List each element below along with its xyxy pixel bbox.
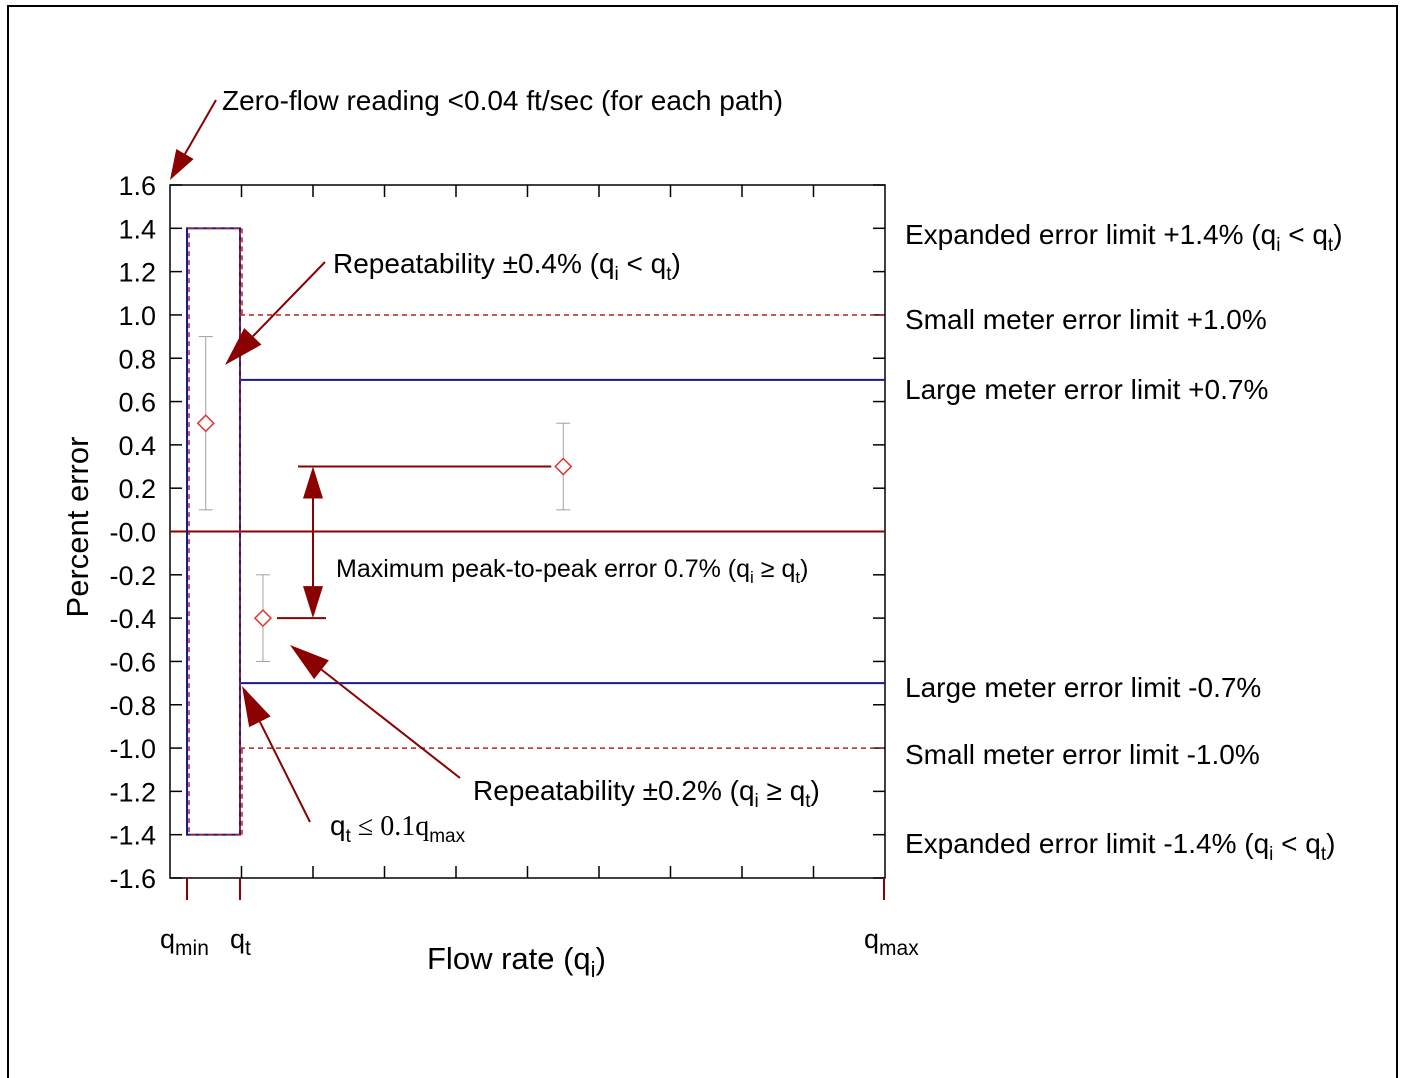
y-tick-label: 1.4 <box>118 214 156 244</box>
y-tick-labels: 1.6 1.4 1.2 1.0 0.8 0.6 0.4 0.2 -0.0 -0.2 -0.4 -0.6… <box>109 171 156 894</box>
arrow-zero-flow-shaft <box>184 99 217 155</box>
label-large-negative: Large meter error limit -0.7% <box>905 672 1261 703</box>
y-tick-label: -0.2 <box>109 561 156 591</box>
data-points <box>196 336 573 662</box>
label-small-positive: Small meter error limit +1.0% <box>905 304 1267 335</box>
y-tick-label: 0.8 <box>118 344 156 374</box>
y-tick-label: -0.6 <box>109 647 156 677</box>
x-tick-label-qmin: qmin <box>160 924 209 960</box>
x-axis-label: Flow rate (qi) <box>427 941 606 982</box>
annotation-arrows <box>170 99 461 823</box>
arrow-repeatability-high-shaft <box>320 668 461 779</box>
x-tick-label-qt: qt <box>230 924 251 960</box>
y-tick-label: 0.6 <box>118 388 156 418</box>
axis-ticks <box>170 184 885 879</box>
annotation-repeatability-low: Repeatability ±0.4% (qi < qt) <box>333 248 681 285</box>
figure-border <box>7 5 1398 1078</box>
label-expanded-negative: Expanded error limit -1.4% (qi < qt) <box>905 828 1335 865</box>
expanded-error-box-dash <box>188 227 241 836</box>
data-point-0 <box>196 414 215 433</box>
y-tick-label: -1.4 <box>109 821 156 851</box>
label-small-negative: Small meter error limit -1.0% <box>905 739 1260 770</box>
x-tick-label-qmax: qmax <box>864 924 919 960</box>
annotation-zero-flow: Zero-flow reading <0.04 ft/sec (for each… <box>222 85 783 116</box>
peak-to-peak-arrowhead-top <box>303 466 323 499</box>
y-tick-label: 0.2 <box>118 474 156 504</box>
y-tick-label: -0.4 <box>109 604 156 634</box>
annotation-repeatability-high: Repeatability ±0.2% (qi ≥ qt) <box>473 775 820 812</box>
y-tick-label: -0.8 <box>109 691 156 721</box>
label-expanded-positive: Expanded error limit +1.4% (qi < qt) <box>905 219 1343 256</box>
arrow-repeatability-low-head <box>225 327 262 365</box>
annotation-peak-to-peak: Maximum peak-to-peak error 0.7% (qi ≥ qt… <box>336 555 808 587</box>
arrow-qt-condition-shaft <box>258 721 311 823</box>
y-tick-label: -1.2 <box>109 777 156 807</box>
y-tick-label: -0.0 <box>109 518 156 548</box>
y-tick-label: 1.6 <box>118 171 156 201</box>
data-point-1 <box>554 457 573 476</box>
y-tick-label: -1.0 <box>109 734 156 764</box>
y-tick-label: 1.0 <box>118 301 156 331</box>
y-tick-label: -1.6 <box>109 864 156 894</box>
peak-to-peak-arrowhead-bottom <box>303 586 323 619</box>
arrow-repeatability-low-shaft <box>252 261 326 337</box>
data-point-2 <box>253 609 273 628</box>
y-tick-label: 0.4 <box>118 431 156 461</box>
label-large-positive: Large meter error limit +0.7% <box>905 374 1268 405</box>
arrow-qt-condition-head <box>242 686 271 728</box>
arrow-zero-flow-head <box>170 149 194 180</box>
annotation-qt-condition: qt ≤ 0.1qmax <box>330 810 466 847</box>
arrow-repeatability-high-head <box>290 645 329 680</box>
y-tick-label: 1.2 <box>118 258 156 288</box>
y-axis-label: Percent error <box>60 437 95 618</box>
